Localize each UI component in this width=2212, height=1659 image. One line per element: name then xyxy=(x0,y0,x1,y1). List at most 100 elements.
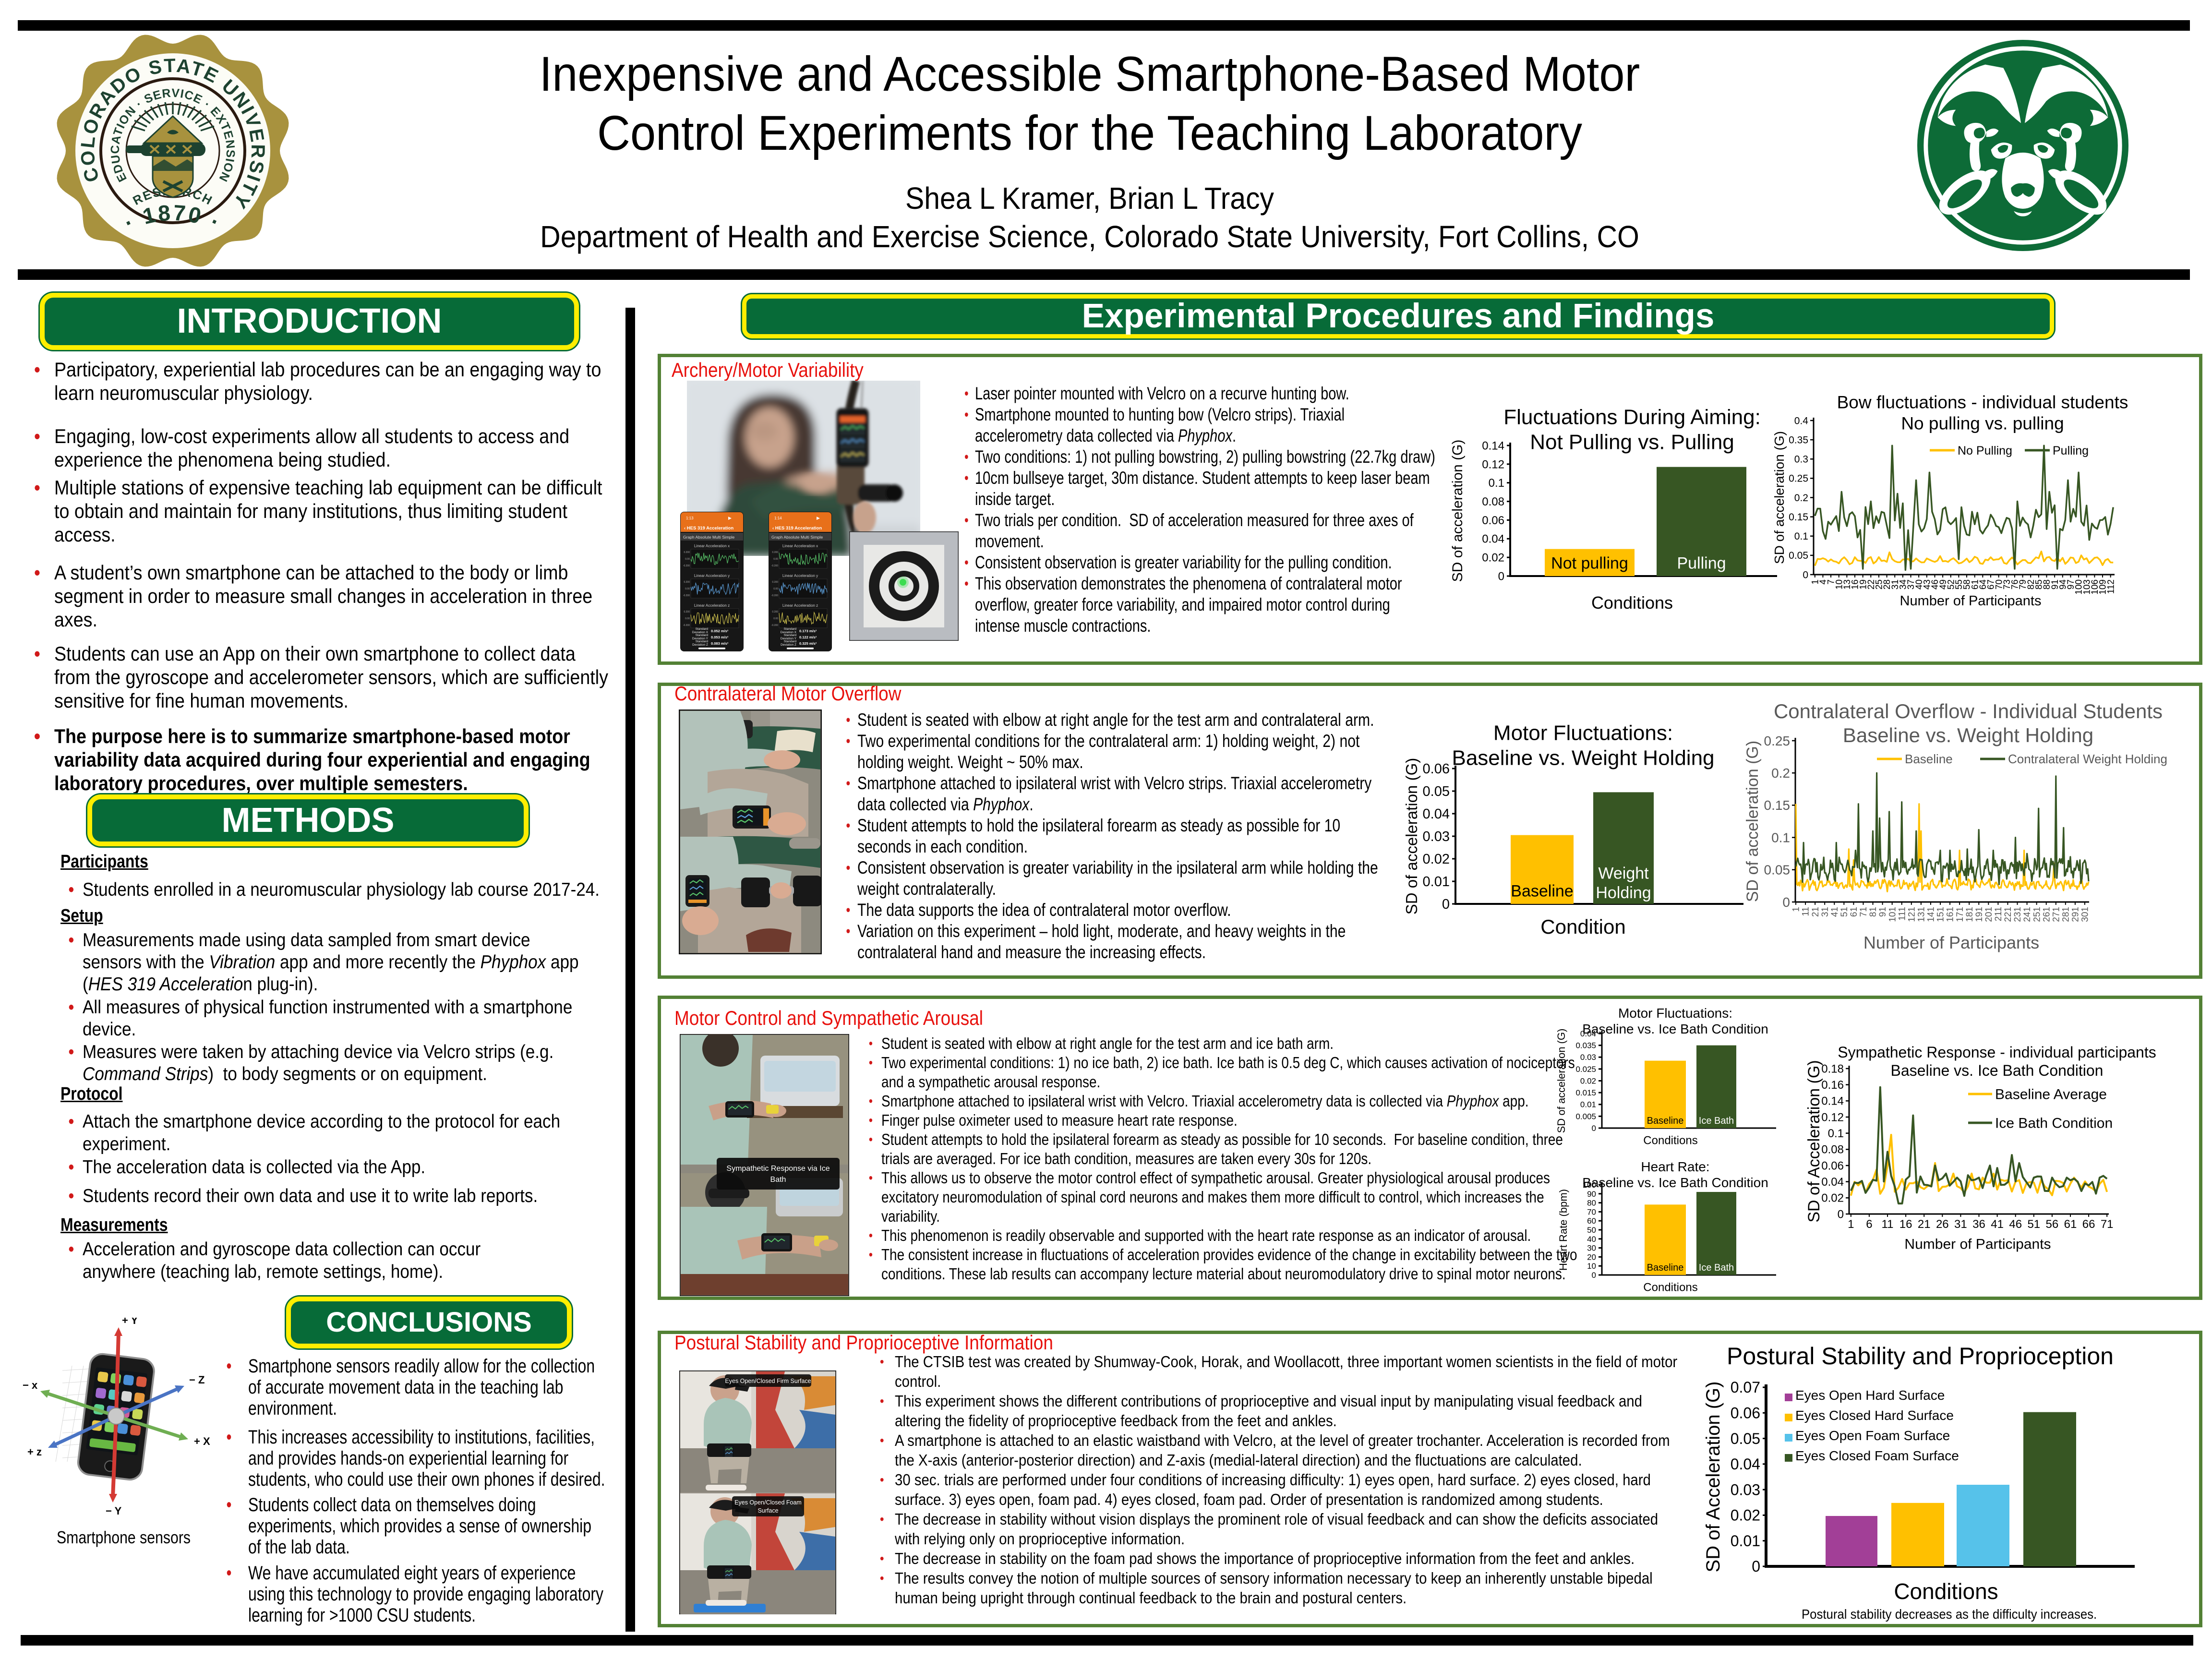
svg-text:6: 6 xyxy=(1866,1218,1872,1231)
svg-text:0: 0 xyxy=(1752,1558,1760,1575)
svg-text:61: 61 xyxy=(1849,907,1859,917)
svg-text:90: 90 xyxy=(1587,1190,1596,1199)
svg-text:− x: − x xyxy=(23,1379,38,1391)
svg-text:Conditions: Conditions xyxy=(1894,1579,1998,1604)
svg-text:0.14: 0.14 xyxy=(1821,1095,1844,1108)
svg-text:0.25: 0.25 xyxy=(1764,733,1791,748)
svg-text:-0.200: -0.200 xyxy=(683,624,690,627)
svg-text:Linear Acceleration x: Linear Acceleration x xyxy=(782,544,818,548)
svg-text:151: 151 xyxy=(1936,907,1946,922)
svg-text:0.4: 0.4 xyxy=(1794,415,1809,426)
svg-text:0.035: 0.035 xyxy=(1575,1041,1596,1050)
svg-text:Eyes Closed Foam Surface: Eyes Closed Foam Surface xyxy=(1795,1448,1959,1463)
svg-text:-0.200: -0.200 xyxy=(683,594,690,597)
svg-text:Baseline vs. Weight Holding: Baseline vs. Weight Holding xyxy=(1843,724,2093,746)
svg-text:0.03: 0.03 xyxy=(1423,829,1450,844)
svg-text:101: 101 xyxy=(1887,907,1898,922)
svg-text:Surface: Surface xyxy=(757,1507,778,1514)
svg-text:103: 103 xyxy=(2082,579,2092,595)
svg-text:1: 1 xyxy=(1810,579,1820,585)
svg-text:34: 34 xyxy=(1899,579,1909,590)
svg-text:1: 1 xyxy=(1791,907,1802,912)
svg-text:-0.200: -0.200 xyxy=(683,565,690,567)
svg-text:109: 109 xyxy=(2098,579,2108,595)
svg-text:0.15: 0.15 xyxy=(1764,798,1791,813)
svg-text:Number of Participants: Number of Participants xyxy=(1904,1237,2051,1252)
svg-text:Deviation Y: Deviation Y xyxy=(781,637,797,640)
svg-text:241: 241 xyxy=(2022,907,2032,922)
svg-text:0.04: 0.04 xyxy=(1423,806,1450,822)
svg-text:71: 71 xyxy=(1859,907,1869,917)
svg-text:0.005: 0.005 xyxy=(1575,1112,1596,1121)
svg-text:Condition: Condition xyxy=(1540,915,1625,938)
svg-text:0.053 m/s²: 0.053 m/s² xyxy=(711,635,729,639)
svg-text:70: 70 xyxy=(1994,579,2004,589)
svg-text:Motor Fluctuations:: Motor Fluctuations: xyxy=(1493,721,1673,745)
svg-text:281: 281 xyxy=(2061,907,2071,922)
svg-text:SD of acceleration (G): SD of acceleration (G) xyxy=(1743,741,1762,902)
svg-text:111: 111 xyxy=(1897,907,1907,921)
svg-text:Sympathetic Response via Ice: Sympathetic Response via Ice xyxy=(726,1165,830,1173)
svg-text:0.07: 0.07 xyxy=(1731,1379,1760,1396)
svg-text:82: 82 xyxy=(2026,579,2036,589)
svg-text:0.05: 0.05 xyxy=(1731,1430,1760,1447)
svg-text:271: 271 xyxy=(2051,907,2061,922)
svg-text:301: 301 xyxy=(2080,907,2091,922)
svg-text:0: 0 xyxy=(1442,897,1450,912)
svg-text:21: 21 xyxy=(1811,907,1821,917)
svg-text:131: 131 xyxy=(1917,907,1927,922)
svg-text:Baseline vs. Ice Bath Conditi: Baseline vs. Ice Bath Condition xyxy=(1582,1175,1768,1190)
svg-text:0.00: 0.00 xyxy=(685,617,690,620)
svg-text:‹ HES 319 Acceleration: ‹ HES 319 Acceleration xyxy=(684,526,733,531)
svg-text:0.122 m/s²: 0.122 m/s² xyxy=(799,635,817,639)
svg-text:0.02: 0.02 xyxy=(1482,552,1504,565)
svg-text:0.18: 0.18 xyxy=(1821,1062,1844,1075)
svg-text:100: 100 xyxy=(1583,1180,1596,1190)
svg-text:41: 41 xyxy=(1830,907,1840,917)
svg-text:0.02: 0.02 xyxy=(1731,1507,1760,1524)
svg-text:Pulling: Pulling xyxy=(2053,444,2089,457)
svg-text:81: 81 xyxy=(1868,907,1878,917)
svg-text:121: 121 xyxy=(1907,907,1917,922)
svg-text:Conditions: Conditions xyxy=(1643,1134,1697,1147)
svg-text:Ice Bath: Ice Bath xyxy=(1699,1116,1734,1126)
svg-text:94: 94 xyxy=(2058,579,2068,590)
svg-text:43: 43 xyxy=(1922,579,1932,589)
svg-text:− Z: − Z xyxy=(189,1374,204,1386)
svg-text:46: 46 xyxy=(2009,1218,2022,1231)
svg-text:67: 67 xyxy=(1986,579,1996,589)
svg-text:0.25: 0.25 xyxy=(1789,473,1808,484)
svg-text:0.04: 0.04 xyxy=(1482,533,1504,546)
svg-text:Eyes Open/Closed Foam: Eyes Open/Closed Foam xyxy=(734,1499,802,1506)
svg-text:10: 10 xyxy=(1834,579,1844,589)
svg-text:0.15: 0.15 xyxy=(1789,512,1808,523)
svg-text:91: 91 xyxy=(2050,579,2060,589)
svg-text:Bath: Bath xyxy=(770,1176,786,1184)
svg-text:0.2: 0.2 xyxy=(1771,766,1790,781)
svg-text:31: 31 xyxy=(1820,907,1830,917)
svg-text:0: 0 xyxy=(1838,1208,1844,1221)
svg-text:Eyes Closed Hard Surface: Eyes Closed Hard Surface xyxy=(1795,1408,1954,1423)
svg-text:Baseline Average: Baseline Average xyxy=(1995,1087,2107,1103)
svg-text:Postural Stability and Proprio: Postural Stability and Proprioception xyxy=(1727,1343,2114,1370)
svg-text:19: 19 xyxy=(1858,579,1868,589)
svg-text:70: 70 xyxy=(1587,1207,1596,1216)
svg-text:Eyes Open Foam Surface: Eyes Open Foam Surface xyxy=(1795,1428,1950,1443)
svg-text:0.06: 0.06 xyxy=(1821,1159,1844,1172)
svg-text:0.05: 0.05 xyxy=(1789,550,1808,561)
svg-text:Linear Acceleration z: Linear Acceleration z xyxy=(694,603,730,608)
svg-text:Graph Absolute Multi Simple: Graph Absolute Multi Simple xyxy=(683,535,735,540)
svg-text:20: 20 xyxy=(1587,1252,1596,1262)
svg-text:0.173 m/s²: 0.173 m/s² xyxy=(799,629,817,633)
svg-text:Standard: Standard xyxy=(784,634,797,637)
svg-text:0.04: 0.04 xyxy=(1731,1455,1760,1473)
svg-text:191: 191 xyxy=(1974,907,1984,922)
svg-text:Deviation Z: Deviation Z xyxy=(692,643,708,647)
svg-text:0.200: 0.200 xyxy=(684,551,690,554)
svg-text:80: 80 xyxy=(1587,1199,1596,1208)
svg-text:0.1: 0.1 xyxy=(1771,830,1790,845)
svg-text:Standard: Standard xyxy=(696,634,709,637)
svg-text:Conditions: Conditions xyxy=(1591,593,1673,613)
svg-text:0.04: 0.04 xyxy=(1580,1029,1596,1038)
svg-text:1:13: 1:13 xyxy=(686,516,694,520)
